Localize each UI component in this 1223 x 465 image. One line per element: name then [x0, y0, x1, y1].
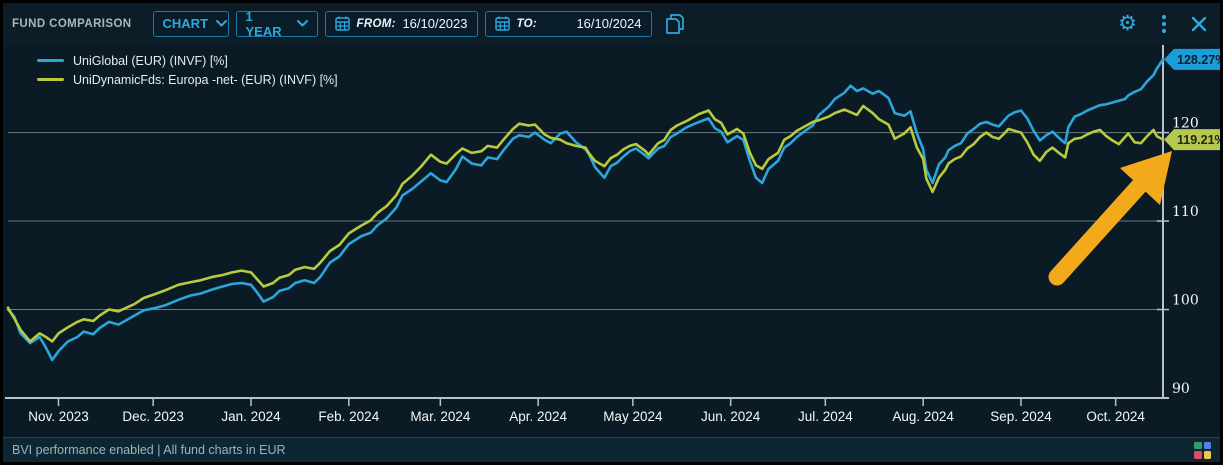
chevron-down-icon — [216, 20, 228, 27]
annotation-arrow-shaft — [1048, 175, 1150, 286]
app-surface: 90 100 110 120 Nov. 2023 Dec. 2023 Jan. 2024 Fe… — [3, 3, 1220, 462]
status-text: BVI performance enabled | All fund chart… — [12, 443, 286, 457]
x-tick-label: May 2024 — [603, 409, 663, 424]
y-tick-label-90: 90 — [1172, 381, 1190, 397]
x-tick-label: Aug. 2024 — [892, 409, 954, 424]
grid-icon-square — [1194, 441, 1202, 449]
x-tick-label: Sep. 2024 — [990, 409, 1052, 424]
series-line-1 — [6, 104, 1165, 343]
price-tag-0 — [1164, 48, 1220, 70]
price-tag-1 — [1164, 129, 1220, 151]
kebab-menu-icon — [1161, 14, 1167, 33]
copy-chart-button[interactable] — [663, 12, 687, 36]
copy-icon — [665, 13, 684, 34]
chart-type-value: CHART — [162, 16, 209, 31]
fund-performance-chart[interactable]: 90 100 110 120 Nov. 2023 Dec. 2023 Jan. 2024 Fe… — [3, 3, 1220, 462]
chart-legend: UniGlobal (EUR) (INVF) [%] UniDynamicFds:… — [37, 51, 338, 89]
x-tick-label: Jan. 2024 — [221, 409, 281, 424]
series-line-0 — [6, 58, 1165, 362]
toolbar: FUND COMPARISON CHART 1 YEAR — [3, 3, 1220, 44]
chart-type-dropdown[interactable]: CHART — [152, 10, 229, 37]
to-date-field[interactable]: TO: 16/10/2024 — [484, 10, 652, 37]
from-label: FROM: — [356, 17, 396, 30]
calendar-icon — [494, 16, 510, 31]
y-tick-label-110: 110 — [1172, 204, 1199, 220]
grid-icon-square — [1203, 451, 1211, 459]
price-tag-label-0: 128.27% — [1177, 53, 1220, 67]
x-tick-label: Nov. 2023 — [28, 409, 89, 424]
legend-item-1[interactable]: UniDynamicFds: Europa -net- (EUR) (INVF)… — [37, 70, 338, 89]
price-tag-label-1: 119.21% — [1177, 133, 1220, 147]
legend-label: UniGlobal (EUR) (INVF) [%] — [73, 53, 228, 68]
x-tick-label: Mar. 2024 — [410, 409, 471, 424]
x-tick-label: Jul. 2024 — [798, 409, 853, 424]
settings-button[interactable]: ⚙ — [1118, 13, 1137, 34]
apps-grid-icon[interactable] — [1194, 441, 1211, 459]
grid-icon-square — [1203, 441, 1211, 449]
period-value: 1 YEAR — [245, 8, 282, 39]
legend-swatch — [37, 58, 64, 63]
to-label: TO: — [516, 17, 538, 30]
grid-icon-square — [1194, 451, 1202, 459]
close-button[interactable] — [1191, 16, 1207, 32]
chevron-down-icon — [296, 20, 308, 27]
more-options-button[interactable] — [1161, 14, 1167, 34]
x-tick-label: Dec. 2023 — [122, 409, 184, 424]
period-dropdown[interactable]: 1 YEAR — [235, 8, 318, 39]
legend-label: UniDynamicFds: Europa -net- (EUR) (INVF)… — [73, 72, 338, 87]
x-tick-label: Jun. 2024 — [701, 409, 761, 424]
x-tick-label: Apr. 2024 — [509, 409, 567, 424]
calendar-icon — [334, 16, 350, 31]
legend-item-0[interactable]: UniGlobal (EUR) (INVF) [%] — [37, 51, 338, 70]
to-date-value: 16/10/2024 — [576, 16, 642, 31]
x-tick-label: Oct. 2024 — [1086, 409, 1145, 424]
close-icon — [1191, 16, 1207, 31]
y-tick-label-120: 120 — [1172, 116, 1199, 132]
window-title: FUND COMPARISON — [12, 17, 132, 30]
gear-icon: ⚙ — [1118, 11, 1137, 35]
from-date-field[interactable]: FROM: 16/10/2023 — [324, 10, 478, 37]
y-tick-label-100: 100 — [1172, 293, 1199, 309]
status-bar: BVI performance enabled | All fund chart… — [3, 437, 1220, 462]
annotation-arrow-head — [1120, 151, 1172, 205]
legend-swatch — [37, 77, 64, 82]
from-date-value: 16/10/2023 — [402, 16, 468, 31]
x-tick-label: Feb. 2024 — [318, 409, 379, 424]
